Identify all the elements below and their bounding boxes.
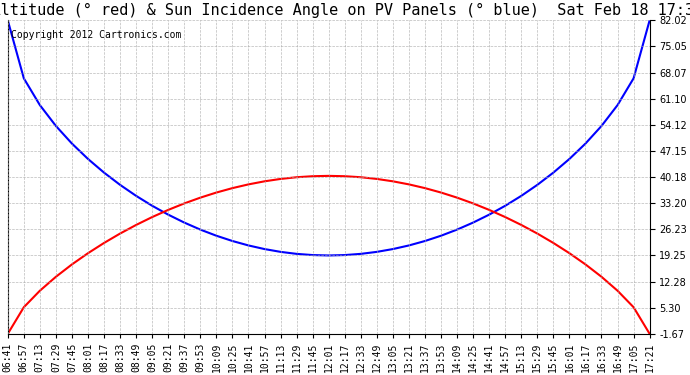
Title: Sun Altitude (° red) & Sun Incidence Angle on PV Panels (° blue)  Sat Feb 18 17:: Sun Altitude (° red) & Sun Incidence Ang…: [0, 3, 690, 18]
Text: Copyright 2012 Cartronics.com: Copyright 2012 Cartronics.com: [11, 30, 181, 40]
